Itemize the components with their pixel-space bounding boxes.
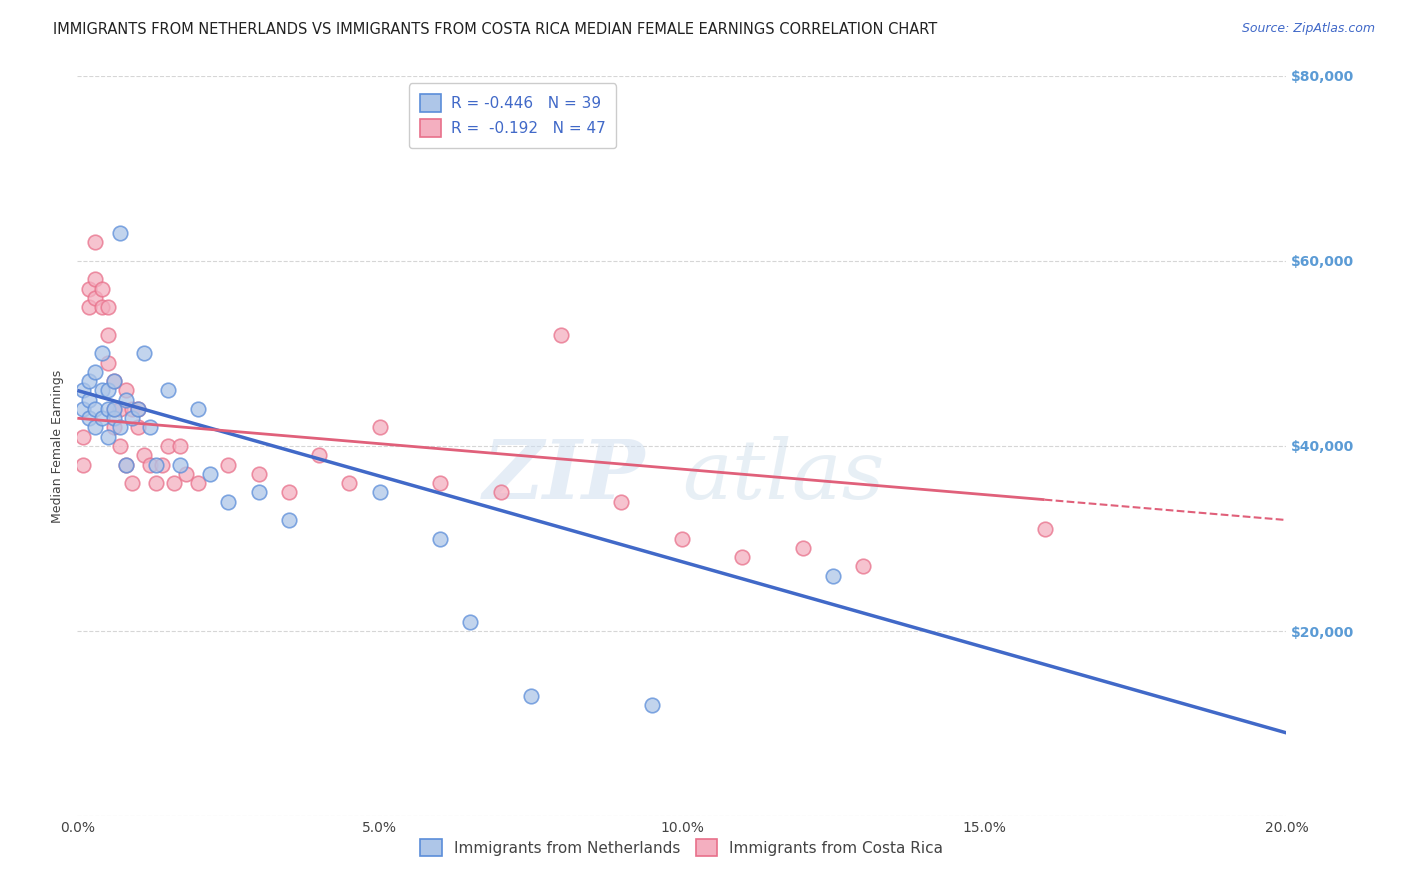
Point bbox=[90, 346, 112, 360]
Point bbox=[127, 401, 149, 416]
Point bbox=[108, 401, 131, 416]
Point bbox=[671, 532, 693, 546]
Point bbox=[127, 420, 149, 434]
Point bbox=[278, 485, 301, 500]
Point bbox=[84, 365, 107, 379]
Point bbox=[150, 458, 173, 472]
Point bbox=[163, 475, 186, 490]
Point bbox=[72, 401, 94, 416]
Point bbox=[79, 282, 101, 296]
Point bbox=[218, 458, 240, 472]
Text: IMMIGRANTS FROM NETHERLANDS VS IMMIGRANTS FROM COSTA RICA MEDIAN FEMALE EARNINGS: IMMIGRANTS FROM NETHERLANDS VS IMMIGRANT… bbox=[53, 22, 938, 37]
Point bbox=[96, 356, 118, 370]
Point bbox=[121, 411, 143, 425]
Point bbox=[429, 532, 451, 546]
Point bbox=[458, 615, 481, 629]
Text: ZIP: ZIP bbox=[484, 435, 645, 516]
Point bbox=[1033, 522, 1056, 536]
Point bbox=[103, 374, 125, 388]
Point bbox=[108, 226, 131, 240]
Point bbox=[90, 411, 112, 425]
Point bbox=[132, 448, 155, 462]
Point bbox=[821, 568, 844, 582]
Point bbox=[145, 458, 167, 472]
Point bbox=[114, 458, 136, 472]
Legend: Immigrants from Netherlands, Immigrants from Costa Rica: Immigrants from Netherlands, Immigrants … bbox=[413, 831, 950, 864]
Point bbox=[79, 392, 101, 407]
Point bbox=[145, 475, 167, 490]
Point bbox=[132, 346, 155, 360]
Point bbox=[852, 559, 875, 574]
Point bbox=[200, 467, 222, 481]
Point bbox=[121, 401, 143, 416]
Point bbox=[90, 282, 112, 296]
Point bbox=[72, 458, 94, 472]
Point bbox=[610, 494, 633, 508]
Point bbox=[84, 235, 107, 250]
Point bbox=[174, 467, 197, 481]
Point bbox=[157, 384, 180, 398]
Point bbox=[114, 384, 136, 398]
Point bbox=[121, 475, 143, 490]
Point bbox=[169, 458, 191, 472]
Point bbox=[108, 420, 131, 434]
Point bbox=[96, 430, 118, 444]
Point bbox=[187, 475, 209, 490]
Y-axis label: Median Female Earnings: Median Female Earnings bbox=[51, 369, 65, 523]
Point bbox=[731, 549, 754, 565]
Point bbox=[337, 475, 360, 490]
Point bbox=[550, 327, 572, 342]
Point bbox=[429, 475, 451, 490]
Point bbox=[84, 291, 107, 305]
Point bbox=[187, 401, 209, 416]
Point bbox=[520, 689, 543, 703]
Point bbox=[114, 458, 136, 472]
Point bbox=[84, 420, 107, 434]
Text: atlas: atlas bbox=[682, 435, 884, 516]
Point bbox=[278, 513, 301, 527]
Point bbox=[489, 485, 512, 500]
Point bbox=[169, 439, 191, 453]
Point bbox=[792, 541, 814, 555]
Point bbox=[368, 485, 391, 500]
Point bbox=[79, 300, 101, 314]
Point bbox=[368, 420, 391, 434]
Point bbox=[72, 384, 94, 398]
Point bbox=[114, 392, 136, 407]
Point bbox=[79, 374, 101, 388]
Point bbox=[96, 327, 118, 342]
Point bbox=[84, 272, 107, 286]
Point bbox=[247, 485, 270, 500]
Point bbox=[103, 411, 125, 425]
Point bbox=[96, 300, 118, 314]
Point bbox=[84, 401, 107, 416]
Point bbox=[90, 300, 112, 314]
Point bbox=[103, 420, 125, 434]
Point bbox=[247, 467, 270, 481]
Point bbox=[641, 698, 664, 712]
Point bbox=[79, 411, 101, 425]
Point bbox=[103, 374, 125, 388]
Text: Source: ZipAtlas.com: Source: ZipAtlas.com bbox=[1241, 22, 1375, 36]
Point bbox=[139, 458, 162, 472]
Point bbox=[108, 439, 131, 453]
Point bbox=[127, 401, 149, 416]
Point bbox=[157, 439, 180, 453]
Point bbox=[218, 494, 240, 508]
Point bbox=[308, 448, 330, 462]
Point bbox=[72, 430, 94, 444]
Point bbox=[96, 384, 118, 398]
Point bbox=[90, 384, 112, 398]
Point bbox=[96, 401, 118, 416]
Point bbox=[103, 401, 125, 416]
Point bbox=[103, 401, 125, 416]
Point bbox=[139, 420, 162, 434]
